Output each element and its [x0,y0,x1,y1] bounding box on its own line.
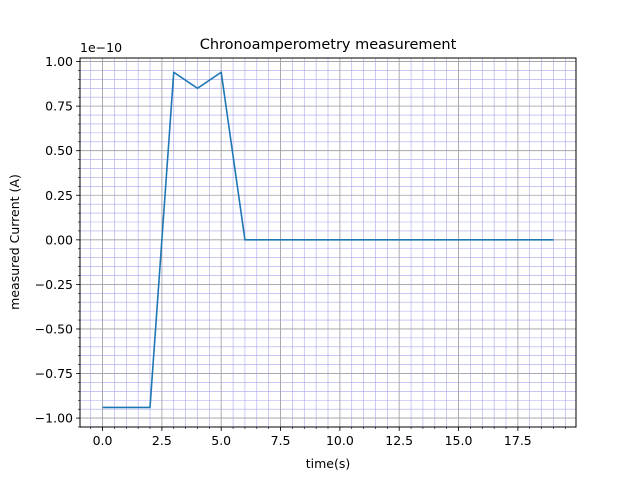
y-tick-label: 0.50 [45,143,73,158]
x-tick-label: 12.5 [385,433,413,448]
axis-ticks [76,61,566,431]
x-axis-title: time(s) [306,456,351,471]
y-tick-labels: −1.00 −0.75 −0.50 −0.25 0.00 0.25 0.50 0.75 1.00 [35,54,73,426]
chart-title: Chronoamperometry measurement [200,37,457,53]
y-tick-label: 0.25 [45,188,73,203]
x-tick-labels: 0.0 2.5 5.0 7.5 10.0 12.5 15.0 17.5 [93,433,532,448]
x-tick-label: 0.0 [93,433,113,448]
x-tick-label: 7.5 [271,433,291,448]
x-tick-label: 2.5 [152,433,172,448]
y-tick-label: −0.75 [35,366,73,381]
y-offset-text: 1e−10 [80,40,122,55]
y-tick-label: −0.25 [35,277,73,292]
y-axis-title: measured Current (A) [7,174,22,310]
x-tick-label: 17.5 [504,433,532,448]
x-tick-label: 10.0 [326,433,354,448]
current-series-line [102,71,554,409]
x-tick-label: 5.0 [211,433,231,448]
y-tick-label: −1.00 [35,411,73,426]
y-tick-label: 1.00 [45,54,73,69]
y-tick-label: 0.75 [45,99,73,114]
x-tick-label: 15.0 [445,433,473,448]
y-tick-label: −0.50 [35,321,73,336]
series-layer [102,71,554,409]
y-tick-label: 0.00 [45,232,73,247]
minor-grid [80,58,576,428]
